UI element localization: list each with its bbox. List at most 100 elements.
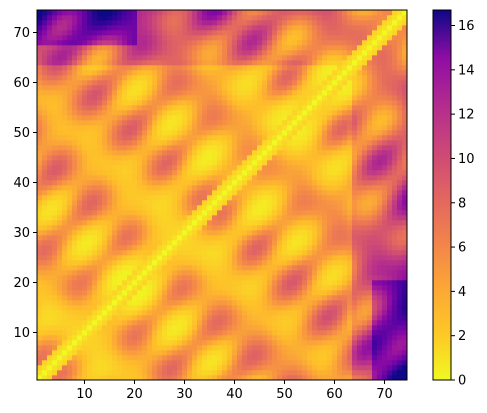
heatmap-cell <box>107 350 113 356</box>
heatmap-cell <box>282 70 288 76</box>
heatmap-cell <box>277 250 283 256</box>
heatmap-cell <box>47 160 53 166</box>
heatmap-cell <box>207 260 213 266</box>
heatmap-cell <box>77 275 83 281</box>
heatmap-cell <box>162 210 168 216</box>
heatmap-cell <box>307 325 313 331</box>
heatmap-cell <box>142 50 148 56</box>
heatmap-cell <box>62 90 68 96</box>
heatmap-cell <box>167 375 173 381</box>
heatmap-cell <box>292 315 298 321</box>
heatmap-cell <box>402 330 408 336</box>
heatmap-cell <box>232 90 238 96</box>
heatmap-cell <box>292 120 298 126</box>
heatmap-cell <box>262 210 268 216</box>
heatmap-cell <box>52 345 58 351</box>
heatmap-cell <box>62 190 68 196</box>
heatmap-cell <box>347 215 353 221</box>
heatmap-cell <box>97 210 103 216</box>
heatmap-cell <box>172 370 178 376</box>
heatmap-cell <box>187 205 193 211</box>
heatmap-cell <box>217 65 223 71</box>
heatmap-cell <box>162 215 168 221</box>
heatmap-cell <box>387 240 393 246</box>
heatmap-cell <box>297 50 303 56</box>
heatmap-cell <box>137 245 143 251</box>
heatmap-cell <box>147 325 153 331</box>
heatmap-cell <box>227 300 233 306</box>
heatmap-cell <box>187 85 193 91</box>
heatmap-cell <box>377 75 383 81</box>
heatmap-cell <box>162 170 168 176</box>
heatmap-cell <box>362 85 368 91</box>
heatmap-cell <box>172 100 178 106</box>
heatmap-cell <box>352 300 358 306</box>
heatmap-cell <box>322 220 328 226</box>
heatmap-cell <box>107 70 113 76</box>
heatmap-cell <box>172 310 178 316</box>
heatmap-cell <box>327 205 333 211</box>
heatmap-cell <box>202 270 208 276</box>
heatmap-cell <box>352 155 358 161</box>
heatmap-cell <box>362 255 368 261</box>
heatmap-cell <box>142 220 148 226</box>
heatmap-cell <box>197 170 203 176</box>
heatmap-cell <box>252 260 258 266</box>
heatmap-cell <box>357 225 363 231</box>
heatmap-cell <box>277 235 283 241</box>
heatmap-cell <box>342 95 348 101</box>
heatmap-cell <box>397 155 403 161</box>
heatmap-cell <box>122 45 128 51</box>
heatmap-cell <box>37 300 43 306</box>
heatmap-cell <box>362 50 368 56</box>
heatmap-cell <box>362 200 368 206</box>
heatmap-cell <box>142 195 148 201</box>
heatmap-cell <box>72 220 78 226</box>
heatmap-cell <box>377 265 383 271</box>
heatmap-cell <box>167 320 173 326</box>
heatmap-cell <box>297 370 303 376</box>
heatmap-cell <box>272 125 278 131</box>
heatmap-cell <box>117 115 123 121</box>
heatmap-cell <box>342 310 348 316</box>
heatmap-cell <box>127 345 133 351</box>
heatmap-cell <box>252 305 258 311</box>
heatmap-cell <box>132 360 138 366</box>
heatmap-cell <box>137 275 143 281</box>
heatmap-cell <box>242 60 248 66</box>
heatmap-cell <box>192 190 198 196</box>
heatmap-cell <box>262 280 268 286</box>
heatmap-cell <box>127 250 133 256</box>
heatmap-cell <box>387 70 393 76</box>
heatmap-cell <box>322 375 328 381</box>
heatmap-cell <box>187 165 193 171</box>
heatmap-cell <box>92 200 98 206</box>
heatmap-cell <box>352 135 358 141</box>
heatmap-cell <box>132 300 138 306</box>
heatmap-cell <box>237 125 243 131</box>
heatmap-cell <box>292 95 298 101</box>
heatmap-cell <box>172 245 178 251</box>
heatmap-cell <box>247 325 253 331</box>
heatmap-cell <box>242 230 248 236</box>
heatmap-cell <box>227 250 233 256</box>
heatmap-cell <box>87 135 93 141</box>
heatmap-cell <box>232 70 238 76</box>
heatmap-cell <box>62 330 68 336</box>
heatmap-cell <box>167 100 173 106</box>
heatmap-cell <box>402 70 408 76</box>
heatmap-cell <box>327 200 333 206</box>
heatmap-cell <box>322 345 328 351</box>
heatmap-cell <box>362 290 368 296</box>
heatmap-cell <box>392 315 398 321</box>
heatmap-cell <box>137 90 143 96</box>
heatmap-cell <box>137 50 143 56</box>
heatmap-cell <box>342 125 348 131</box>
heatmap-cell <box>287 110 293 116</box>
heatmap-cell <box>367 230 373 236</box>
heatmap-cell <box>137 130 143 136</box>
heatmap-cell <box>372 345 378 351</box>
heatmap-cell <box>117 110 123 116</box>
heatmap-cell <box>297 115 303 121</box>
heatmap-cell <box>42 340 48 346</box>
